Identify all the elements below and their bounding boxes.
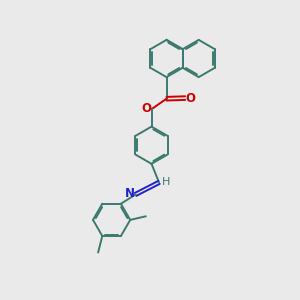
- Text: O: O: [141, 102, 151, 115]
- Text: N: N: [125, 187, 135, 200]
- Text: O: O: [185, 92, 195, 105]
- Text: H: H: [161, 177, 170, 188]
